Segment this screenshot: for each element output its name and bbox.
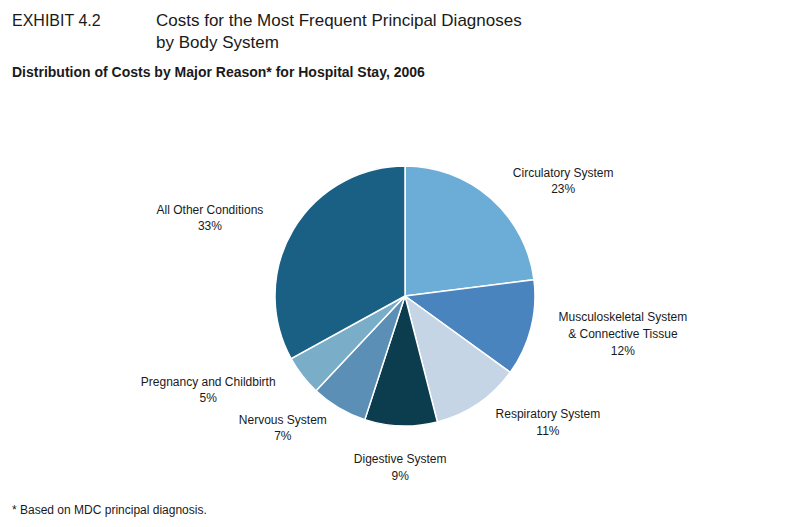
svg-text:Respiratory System11%: Respiratory System11% <box>496 407 601 438</box>
html-text:EXHIBIT 4.2: EXHIBIT 4.2 <box>12 12 101 29</box>
html-text:by Body System: by Body System <box>156 33 279 52</box>
svg-text:Musculoskeletal System& Connec: Musculoskeletal System& Connective Tissu… <box>559 310 688 358</box>
svg-text:Pregnancy and Childbirth5%: Pregnancy and Childbirth5% <box>141 375 276 406</box>
html-text:Distribution of Costs by Major: Distribution of Costs by Major Reason* f… <box>12 64 425 80</box>
html-text:Costs for the Most Frequent Pr: Costs for the Most Frequent Principal Di… <box>156 11 522 30</box>
html-text:* Based on MDC principal diagn: * Based on MDC principal diagnosis. <box>12 503 207 517</box>
svg-text:Digestive System9%: Digestive System9% <box>354 452 447 483</box>
svg-text:Nervous System7%: Nervous System7% <box>239 413 327 444</box>
svg-text:All Other Conditions33%: All Other Conditions33% <box>157 203 264 234</box>
svg-text:Circulatory System23%: Circulatory System23% <box>513 166 614 197</box>
